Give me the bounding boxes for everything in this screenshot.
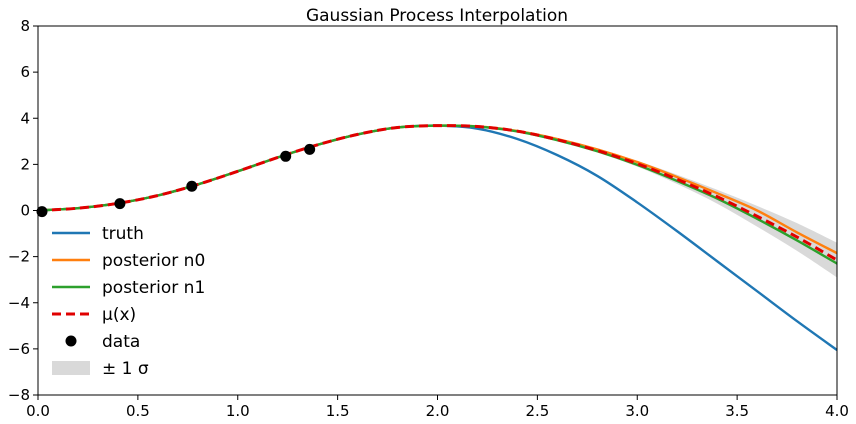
legend-swatch bbox=[52, 361, 90, 375]
y-tick-label: −8 bbox=[8, 386, 30, 404]
legend-label: ± 1 σ bbox=[102, 359, 149, 379]
plot-area bbox=[36, 124, 838, 352]
x-tick-label: 1.0 bbox=[226, 402, 250, 420]
x-tick-label: 0.0 bbox=[26, 402, 50, 420]
data-point bbox=[186, 180, 198, 192]
data-point bbox=[304, 143, 316, 155]
legend-label: truth bbox=[102, 224, 144, 244]
x-tick-label: 2.0 bbox=[426, 402, 450, 420]
x-tick-label: 1.5 bbox=[326, 402, 350, 420]
chart-title: Gaussian Process Interpolation bbox=[306, 6, 568, 26]
y-tick-label: 2 bbox=[20, 155, 30, 173]
legend-label: posterior n1 bbox=[102, 278, 205, 298]
y-tick-label: 0 bbox=[20, 202, 30, 220]
series-line-3 bbox=[37, 124, 838, 262]
data-point bbox=[36, 206, 48, 218]
x-tick-label: 3.0 bbox=[625, 402, 649, 420]
legend: truth posterior n0 posterior n1 μ(x) data ± 1… bbox=[52, 224, 205, 379]
legend-label: posterior n0 bbox=[102, 251, 205, 271]
y-axis: −8 −6 −4 −2 0 2 4 6 8 bbox=[8, 17, 38, 404]
y-tick-label: −6 bbox=[8, 340, 30, 358]
x-tick-label: 2.5 bbox=[525, 402, 549, 420]
y-tick-label: 4 bbox=[20, 109, 30, 127]
y-tick-label: 6 bbox=[20, 63, 30, 81]
data-point bbox=[280, 150, 292, 162]
y-tick-label: −2 bbox=[8, 248, 30, 266]
legend-swatch bbox=[65, 335, 77, 347]
data-point bbox=[114, 198, 126, 210]
legend-label: μ(x) bbox=[102, 305, 136, 325]
x-tick-label: 4.0 bbox=[825, 402, 849, 420]
sigma-band bbox=[38, 125, 837, 278]
y-tick-label: −4 bbox=[8, 294, 30, 312]
x-tick-label: 3.5 bbox=[725, 402, 749, 420]
series-line-1 bbox=[37, 124, 838, 255]
y-tick-label: 8 bbox=[20, 17, 30, 35]
legend-label: data bbox=[102, 332, 140, 352]
x-tick-label: 0.5 bbox=[126, 402, 150, 420]
plot-frame bbox=[37, 25, 838, 396]
series-line-0 bbox=[37, 124, 838, 352]
x-axis: 0.0 0.5 1.0 1.5 2.0 2.5 3.0 3.5 4.0 bbox=[26, 395, 849, 420]
